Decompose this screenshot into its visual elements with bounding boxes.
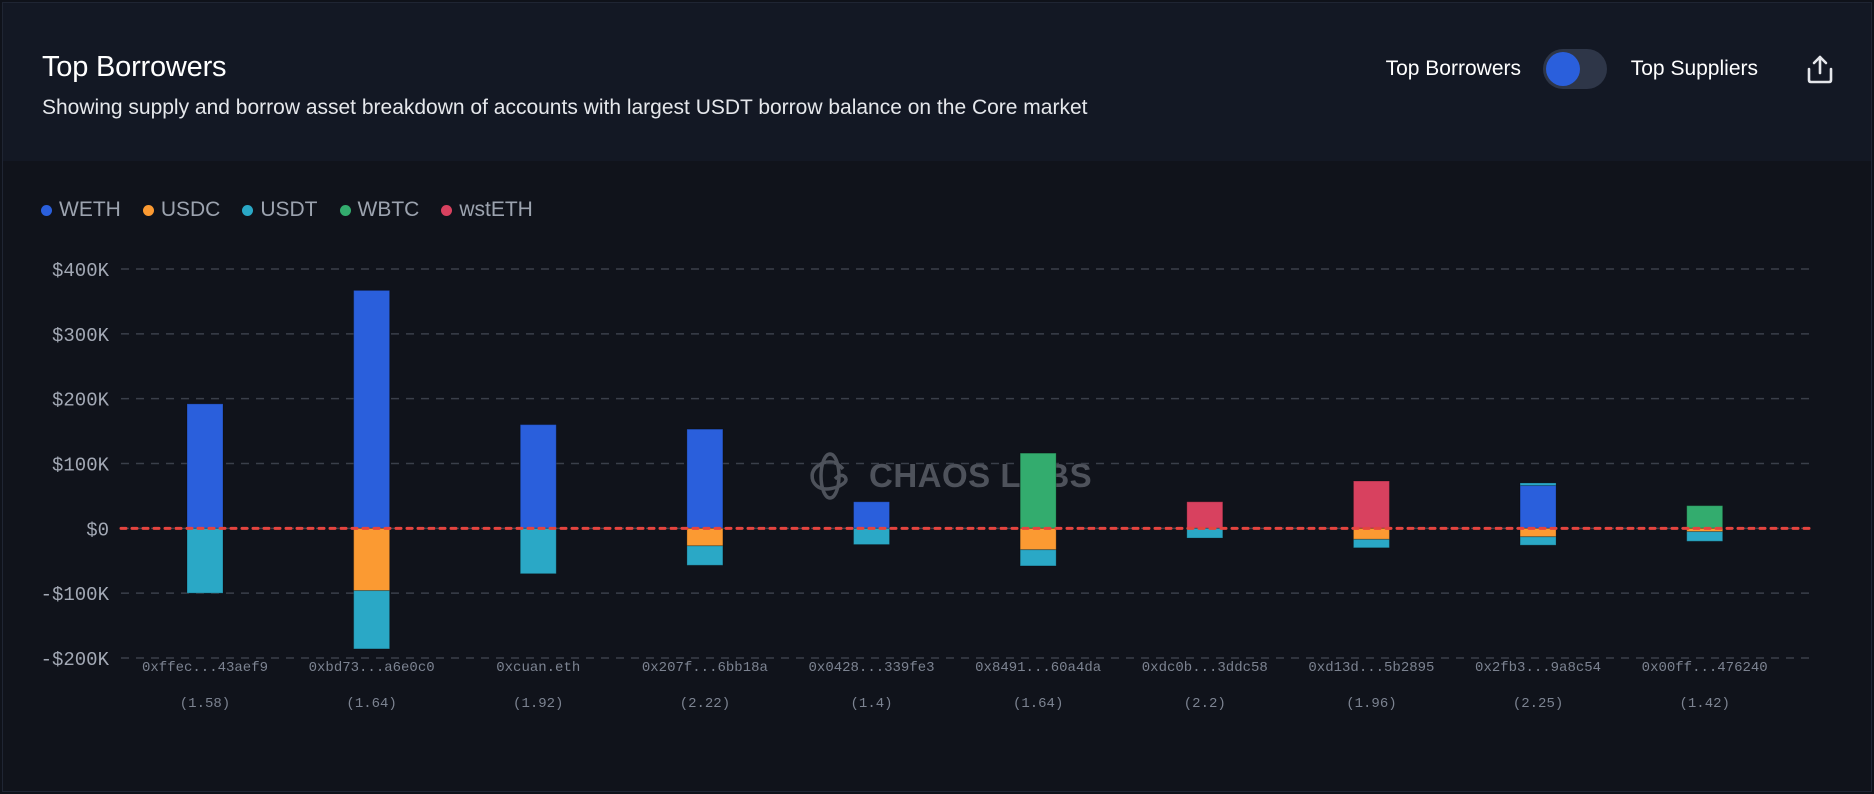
legend-dot-icon [339,204,351,216]
legend-item-weth[interactable]: WETH [41,195,121,225]
borrowers-suppliers-toggle[interactable] [1543,49,1607,89]
x-tick-label: 0x0428...339fe3 [809,660,935,676]
legend-dot-icon [41,204,52,216]
health-factor-label: (1.96) [1346,696,1396,712]
bar-segment-usdt [1352,538,1390,549]
legend-label: WETH [59,198,121,221]
y-tick-label: $0 [86,519,109,541]
health-factor-label: (2.22) [680,696,730,712]
legend-item-wsteth[interactable]: wstETH [441,195,533,225]
x-tick-label: 0xdc0b...3ddc58 [1142,660,1268,676]
bar-segment-weth [519,424,557,529]
bar-segment-usdc [353,527,391,592]
legend-label: wstETH [459,198,533,221]
legend-item-usdc[interactable]: USDC [142,195,221,225]
bar-segment-usdt [1519,482,1557,487]
x-tick-label: 0x2fb3...9a8c54 [1475,660,1601,676]
bar-segment-weth [853,501,891,529]
view-toggle-controls: Top Borrowers Top Suppliers [971,49,1871,89]
x-tick-label: 0x207f...6bb18a [642,660,768,676]
card-header: Top Borrowers Showing supply and borrow … [3,3,1871,161]
legend-item-wbtc[interactable]: WBTC [339,195,420,225]
bar-segment-usdc [1019,527,1057,551]
bar-segment-weth [186,403,224,529]
bar-segment-weth [686,428,724,529]
legend-dot-icon [142,204,154,216]
page-title: Top Borrowers [42,51,227,83]
legend-label: WBTC [357,198,420,221]
bar-segment-usdt [519,527,557,575]
health-factor-label: (1.58) [180,696,230,712]
bar-segment-wsteth [1352,480,1390,529]
bar-segment-weth [1519,485,1557,529]
bar-segment-weth [353,289,391,529]
x-tick-label: 0x00ff...476240 [1642,660,1768,676]
bar-segment-wbtc [1019,452,1057,529]
y-tick-label: $100K [52,455,110,477]
bar-segment-wbtc [1686,505,1724,529]
toggle-label-top-borrowers[interactable]: Top Borrowers [1385,57,1521,80]
toggle-label-top-suppliers[interactable]: Top Suppliers [1630,57,1758,80]
bar-segment-wsteth [1186,501,1224,529]
legend-label: USDT [260,198,318,221]
page-subtitle: Showing supply and borrow asset breakdow… [42,96,1088,119]
bar-segment-usdt [853,527,891,546]
bar-segment-usdt [686,545,724,566]
y-tick-label: $200K [52,390,110,412]
legend-item-usdt[interactable]: USDT [242,195,318,225]
y-tick-label: $400K [52,260,110,282]
health-factor-label: (1.64) [346,696,396,712]
legend-dot-icon [242,204,254,216]
bar-segment-usdt [353,590,391,650]
toggle-knob [1546,52,1580,86]
x-tick-label: 0xffec...43aef9 [142,660,268,676]
bar-segment-usdt [1686,531,1724,542]
bar-segment-usdc [1352,527,1390,540]
chart-legend: WETH USDC USDT WBTC wstETH [41,195,533,225]
health-factor-label: (1.64) [1013,696,1063,712]
health-factor-label: (2.2) [1184,696,1226,712]
legend-dot-icon [441,204,453,216]
y-tick-label: $300K [52,325,110,347]
health-factor-label: (1.42) [1679,696,1729,712]
x-tick-label: 0xd13d...5b2895 [1308,660,1434,676]
x-tick-label: 0xcuan.eth [496,660,580,676]
stacked-bar-chart: $400K $300K $200K $100K $0 -$100K -$200K 0xffec… [41,260,1817,712]
legend-label: USDC [160,198,221,221]
bar-segment-usdt [1519,536,1557,546]
share-button[interactable] [1803,52,1837,86]
bar-segment-usdc [686,527,724,547]
health-factor-label: (1.4) [851,696,893,712]
share-icon [1807,55,1833,84]
bar-segment-usdt [1019,549,1057,567]
health-factor-label: (2.25) [1513,696,1563,712]
x-tick-label: 0x8491...60a4da [975,660,1101,676]
x-tick-label: 0xbd73...a6e0c0 [309,660,435,676]
bar-segment-usdt [186,527,224,594]
y-tick-label: -$100K [41,584,110,606]
health-factor-label: (1.92) [513,696,563,712]
y-tick-label: -$200K [41,649,110,671]
